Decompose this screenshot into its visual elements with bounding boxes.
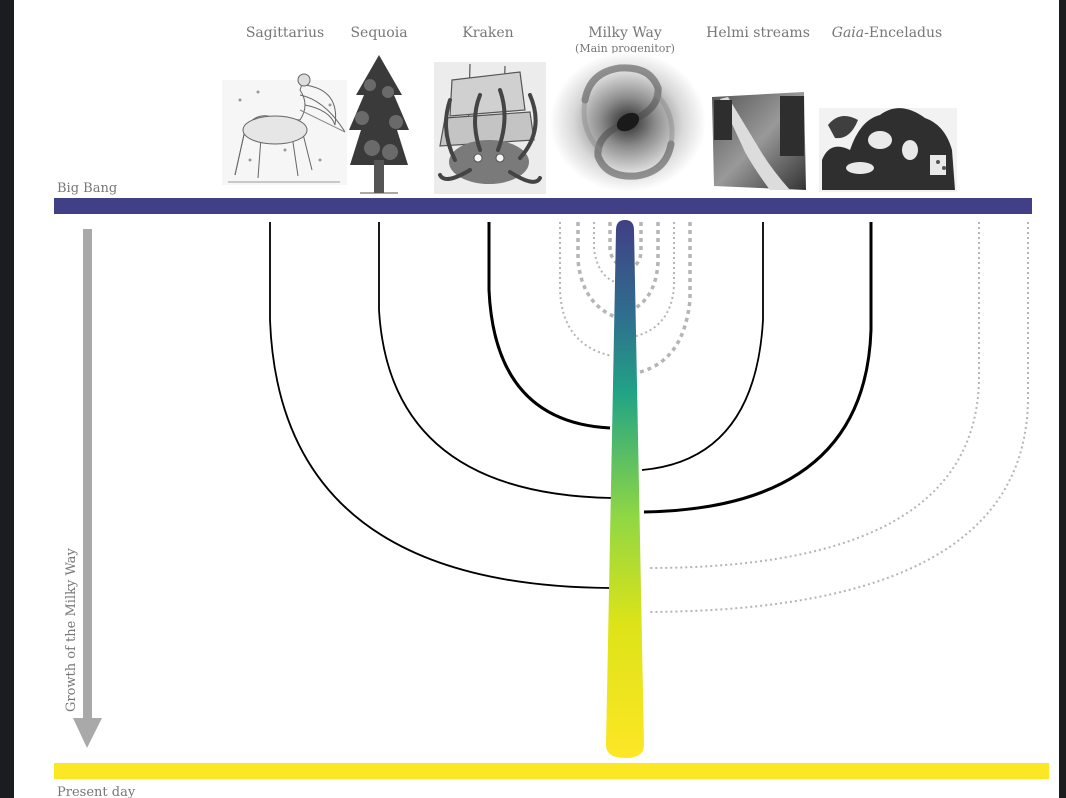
- track-helmi-streams: [641, 222, 764, 471]
- track-gaia-enceladus: [643, 222, 873, 514]
- track-sagittarius: [269, 222, 611, 589]
- label-milky-way-subtitle: (Main progenitor): [575, 42, 675, 55]
- gaia-enceladus-image: [819, 108, 957, 192]
- label-sagittarius: Sagittarius: [246, 25, 324, 41]
- helmi-streams-image: [712, 92, 806, 190]
- track-sequoia: [378, 222, 613, 499]
- growth-axis-arrow: [73, 229, 102, 748]
- label-sequoia: Sequoia: [350, 25, 407, 41]
- big-bang-label: Big Bang: [57, 181, 117, 196]
- label-enceladus: -Enceladus: [864, 25, 942, 41]
- label-helmi-streams: Helmi streams: [706, 25, 810, 41]
- big-bang-bar: [54, 198, 1032, 214]
- label-milky-way: Milky Way: [588, 25, 662, 41]
- named-merger-tracks: [269, 222, 873, 589]
- sequoia-image: [349, 55, 409, 194]
- progenitor-labels: Sagittarius Sequoia Kraken Milky Way (Ma…: [246, 25, 942, 55]
- milky-way-image: [550, 52, 706, 192]
- sagittarius-image: [222, 73, 347, 185]
- label-gaia-enceladus: Gaia-Enceladus: [832, 25, 942, 41]
- present-day-label: Present day: [57, 785, 136, 798]
- label-kraken: Kraken: [462, 25, 513, 41]
- main-progenitor-branch: [606, 220, 644, 758]
- kraken-image: [434, 62, 546, 194]
- growth-axis-label: Growth of the Milky Way: [64, 548, 79, 712]
- label-gaia-italic: Gaia: [832, 25, 864, 41]
- present-day-bar: [54, 763, 1049, 779]
- track-kraken: [487, 222, 611, 430]
- unnamed-outer-branches: [647, 222, 1029, 613]
